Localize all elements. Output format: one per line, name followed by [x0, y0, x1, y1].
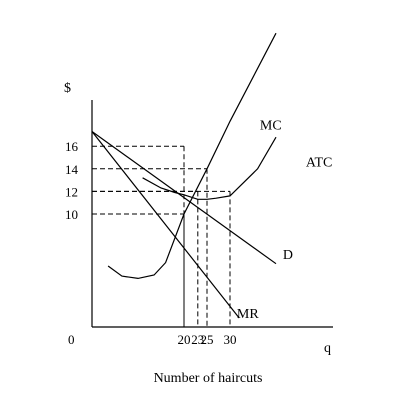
- series-mc-line: [107, 32, 277, 280]
- y-axis-label: $: [64, 81, 71, 96]
- origin-label: 0: [68, 332, 75, 347]
- y-tick-label-10: 10: [65, 207, 78, 222]
- series-labels: D MR MC ATC: [237, 118, 332, 322]
- curves: [91, 32, 277, 319]
- series-mr-line: [91, 131, 240, 319]
- x-tick-label-30: 30: [224, 332, 237, 347]
- guide-lines: [92, 145, 231, 327]
- x-axis-caption: Number of haircuts: [154, 371, 263, 386]
- series-atc-line: [142, 136, 277, 200]
- y-tick-label-14: 14: [65, 162, 79, 177]
- y-tick-label-12: 12: [65, 184, 78, 199]
- series-mr-label: MR: [237, 307, 259, 322]
- series-d-line: [91, 131, 277, 265]
- series-d-label: D: [283, 248, 293, 263]
- series-mc-label: MC: [260, 118, 282, 133]
- x-tick-label-23: 23: [191, 332, 204, 347]
- series-atc-label: ATC: [306, 156, 332, 171]
- x-tick-label-25: 25: [201, 332, 214, 347]
- y-tick-label-16: 16: [65, 139, 79, 154]
- x-axis-label: q: [324, 341, 331, 356]
- y-tick-labels: 10 12 14 16: [65, 139, 79, 222]
- x-tick-label-20: 20: [178, 332, 191, 347]
